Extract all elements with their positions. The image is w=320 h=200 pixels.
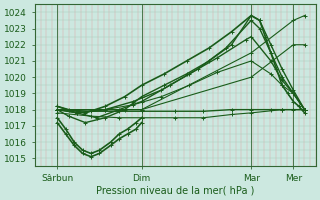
X-axis label: Pression niveau de la mer( hPa ): Pression niveau de la mer( hPa ) [96,186,254,196]
